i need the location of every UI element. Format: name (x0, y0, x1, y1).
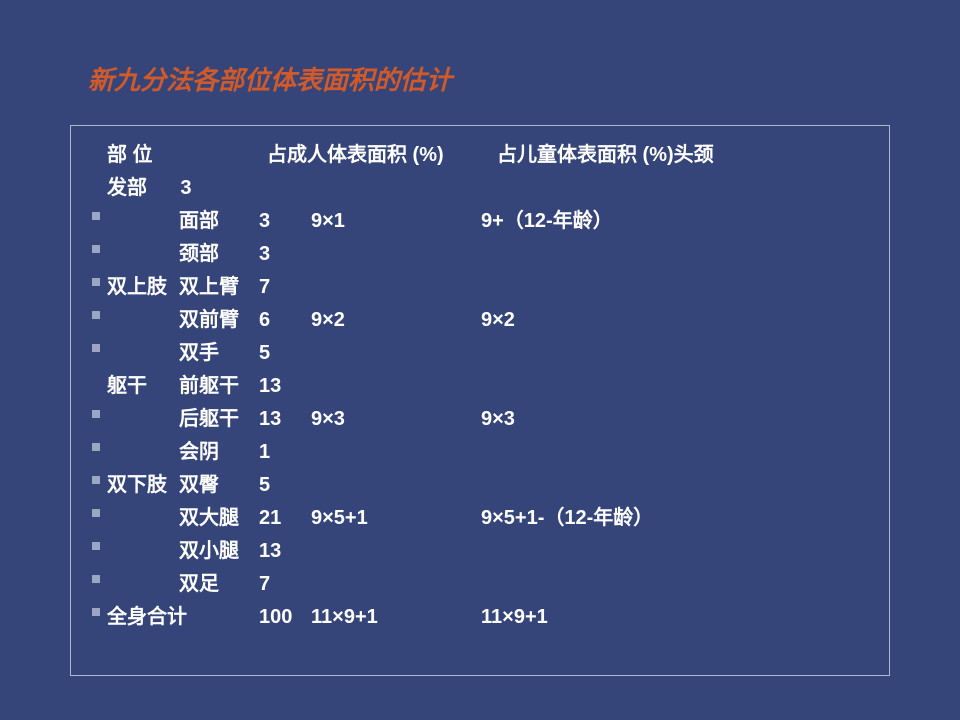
data-row: 双大腿219×5+19×5+1-（12-年龄） (85, 503, 875, 534)
row-val: 13 (259, 371, 311, 402)
row-region: 躯干 (107, 371, 179, 402)
row-val: 3 (259, 206, 311, 237)
data-row: 颈部3 (85, 239, 875, 270)
row-val: 5 (259, 338, 311, 369)
data-row: 后躯干139×39×3 (85, 404, 875, 435)
data-row: 躯干前躯干13 (85, 371, 875, 402)
total-val: 100 (259, 602, 311, 633)
row-text: 发部 3 (107, 173, 191, 204)
data-row: 双下肢双臀5 (85, 470, 875, 501)
row-part: 双手 (179, 338, 259, 369)
row-part: 双小腿 (179, 536, 259, 567)
row-part: 双上臂 (179, 272, 259, 303)
row-val: 13 (259, 536, 311, 567)
total-row: 全身合计 100 11×9+1 11×9+1 (85, 602, 875, 633)
row-val: 3 (259, 239, 311, 270)
row-val: 7 (259, 569, 311, 600)
row-child: 9×2 (481, 305, 875, 336)
row-part: 面部 (179, 206, 259, 237)
slide-title: 新九分法各部位体表面积的估计 (88, 60, 890, 97)
row-part: 颈部 (179, 239, 259, 270)
row-val: 13 (259, 404, 311, 435)
bullet-icon (85, 338, 107, 352)
content-panel: 部 位 占成人体表面积 (%) 占儿童体表面积 (%)头颈 发部 3面部39×1… (70, 125, 890, 676)
row-adult: 9×2 (311, 305, 481, 336)
total-adult: 11×9+1 (311, 602, 481, 633)
bullet-icon (85, 239, 107, 253)
row-val: 5 (259, 470, 311, 501)
bullet-icon (85, 206, 107, 220)
row-adult: 9×5+1 (311, 503, 481, 534)
slide: 新九分法各部位体表面积的估计 部 位 占成人体表面积 (%) 占儿童体表面积 (… (0, 0, 960, 720)
rows-container: 发部 3面部39×19+（12-年龄）颈部3双上肢双上臂7双前臂69×29×2双… (85, 173, 875, 600)
row-val: 1 (259, 437, 311, 468)
bullet-icon (85, 470, 107, 484)
bullet-icon (85, 569, 107, 583)
data-row: 双上肢双上臂7 (85, 272, 875, 303)
data-row: 面部39×19+（12-年龄） (85, 206, 875, 237)
bullet-icon (85, 371, 107, 377)
row-part: 双大腿 (179, 503, 259, 534)
row-child: 9+（12-年龄） (481, 206, 875, 237)
data-row: 双手5 (85, 338, 875, 369)
total-label: 全身合计 (107, 602, 259, 633)
bullet-icon (85, 404, 107, 418)
row-part: 双足 (179, 569, 259, 600)
data-row: 双前臂69×29×2 (85, 305, 875, 336)
bullet-icon (85, 305, 107, 319)
row-adult: 9×1 (311, 206, 481, 237)
header-col-region: 部 位 (107, 140, 267, 171)
data-row: 双足7 (85, 569, 875, 600)
header-col-adult: 占成人体表面积 (%) (267, 140, 497, 171)
bullet-icon (85, 503, 107, 517)
header-col-child: 占儿童体表面积 (%)头颈 (497, 140, 714, 171)
row-val: 6 (259, 305, 311, 336)
row-val: 7 (259, 272, 311, 303)
bullet-icon (85, 437, 107, 451)
row-region: 双上肢 (107, 272, 179, 303)
row-part: 前躯干 (179, 371, 259, 402)
row-child: 9×5+1-（12-年龄） (481, 503, 875, 534)
row-part: 双臀 (179, 470, 259, 501)
bullet-icon (85, 602, 107, 616)
row-adult: 9×3 (311, 404, 481, 435)
data-row: 会阴1 (85, 437, 875, 468)
row-val: 21 (259, 503, 311, 534)
row-region: 双下肢 (107, 470, 179, 501)
row-child: 9×3 (481, 404, 875, 435)
row-part: 后躯干 (179, 404, 259, 435)
header-row: 部 位 占成人体表面积 (%) 占儿童体表面积 (%)头颈 (107, 140, 875, 171)
total-child: 11×9+1 (481, 602, 875, 633)
data-row: 发部 3 (85, 173, 875, 204)
row-part: 双前臂 (179, 305, 259, 336)
bullet-icon (85, 536, 107, 550)
row-part: 会阴 (179, 437, 259, 468)
data-row: 双小腿13 (85, 536, 875, 567)
bullet-icon (85, 272, 107, 286)
